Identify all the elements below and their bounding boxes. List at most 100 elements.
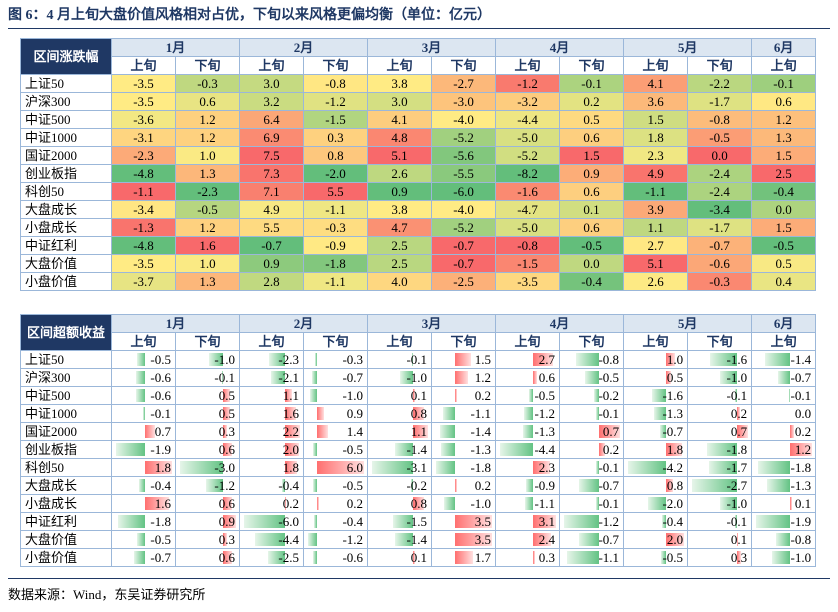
value-cell: -0.7 [303, 368, 369, 387]
value-cell: 0.5 [174, 386, 241, 405]
value: -0.7 [790, 370, 812, 385]
data-bar [654, 407, 666, 420]
data-bar [400, 371, 414, 384]
value-cell: 1.2 [174, 218, 241, 237]
table-header: 区间超额收益 [20, 314, 112, 351]
data-bar [394, 443, 414, 456]
value-cell: -4.8 [111, 164, 176, 183]
data-bar [208, 353, 224, 366]
value-cell: 1.8 [623, 128, 689, 147]
data-row: 上证50 -0.5 -1.0 -2.3 -0.3 -0.1 1.5 2.7 -0.8 1.0 -1.… [20, 350, 817, 369]
data-bar [523, 407, 533, 420]
value: -4.4 [278, 532, 300, 547]
data-row: 中证红利 -1.8 0.9 -6.0 -0.4 -1.5 3.5 3.1 -1.2 -0.4 -0.… [20, 512, 817, 531]
value-cell: 0.3 [495, 548, 561, 567]
row-label: 科创50 [20, 182, 112, 201]
value-cell: -0.1 [559, 404, 625, 423]
value-cell: -5.2 [495, 146, 561, 165]
data-bar [661, 551, 666, 564]
data-row: 国证2000 -2.3 1.0 7.5 0.8 5.1 -5.6 -5.2 1.5 2.3 0.0 1… [20, 146, 817, 165]
row-label: 上证50 [20, 74, 112, 93]
value-cell: 6.0 [303, 458, 369, 477]
value-cell: 1.6 [174, 236, 241, 255]
value-cell: -1.3 [111, 218, 176, 237]
value-cell: 0.7 [687, 422, 753, 441]
value-cell: -0.5 [623, 548, 689, 567]
value-cell: 0.0 [559, 254, 625, 273]
value-cell: 2.3 [495, 458, 561, 477]
value: -1.2 [342, 532, 364, 547]
value-cell: 7.1 [239, 182, 305, 201]
data-bar [315, 353, 318, 366]
period-header: 下旬 [559, 332, 625, 351]
value: 1.6 [154, 496, 171, 511]
value-cell: 0.6 [559, 218, 625, 237]
data-bar [267, 551, 285, 564]
value-cell: -1.4 [367, 530, 433, 549]
value-cell: 4.1 [623, 74, 689, 93]
value-cell: -1.2 [559, 512, 625, 531]
value-cell: 0.3 [687, 548, 753, 567]
data-bar [575, 353, 600, 366]
value-cell: 1.7 [431, 548, 497, 567]
value: -1.8 [470, 460, 492, 475]
data-bar [284, 407, 296, 420]
value: -1.0 [726, 496, 748, 511]
value-cell: -0.3 [687, 272, 753, 291]
value-cell: -1.3 [495, 422, 561, 441]
data-bar [223, 551, 232, 564]
value-cell: 1.1 [367, 422, 433, 441]
period-header: 下旬 [559, 56, 625, 75]
value-cell: -4.8 [111, 236, 176, 255]
month-header: 5月 [623, 38, 753, 57]
data-bar [777, 371, 791, 384]
value-cell: 0.2 [303, 494, 369, 513]
data-bar [455, 479, 458, 492]
value-cell: 2.6 [367, 164, 433, 183]
data-bar [455, 533, 493, 546]
value-cell: 2.2 [239, 422, 305, 441]
value-cell: 3.5 [431, 530, 497, 549]
value-cell: -0.1 [367, 350, 433, 369]
value: 0.1 [730, 532, 748, 547]
value-cell: -3.1 [111, 128, 176, 147]
value: 0.5 [666, 370, 684, 385]
value-cell: -1.5 [367, 512, 433, 531]
data-bar [628, 461, 666, 474]
title: 图 6：4 月上旬大盘价值风格相对占优，下旬以来风格更偏均衡（单位：亿元） [8, 8, 491, 23]
value-cell: 3.8 [367, 200, 433, 219]
value-cell: 0.6 [559, 182, 625, 201]
value-cell: -2.5 [431, 272, 497, 291]
value-cell: -2.4 [687, 182, 753, 201]
data-bar [524, 497, 533, 510]
value: 1.8 [282, 460, 300, 475]
value-cell: 1.8 [623, 440, 689, 459]
data-bar [593, 389, 600, 402]
table-header: 区间涨跌幅 [20, 38, 112, 75]
value-cell: -0.5 [111, 530, 176, 549]
value-cell: 4.9 [239, 200, 305, 219]
row-label: 小盘价值 [20, 548, 112, 567]
value-cell: 0.5 [751, 254, 817, 273]
data-bar [529, 389, 533, 402]
value: 6.0 [346, 460, 364, 475]
value-cell: 0.2 [239, 494, 305, 513]
value: -0.1 [598, 406, 620, 421]
value: 0.2 [474, 388, 492, 403]
value: -0.1 [598, 460, 620, 475]
value-cell: 0.6 [174, 494, 241, 513]
period-header: 上旬 [111, 332, 176, 351]
value: -1.6 [726, 352, 748, 367]
value: -1.3 [662, 406, 684, 421]
value-cell: -0.4 [559, 272, 625, 291]
value-cell: -0.7 [751, 368, 817, 387]
value-cell: 1.5 [559, 146, 625, 165]
period-header: 上旬 [623, 56, 689, 75]
data-bar [269, 353, 285, 366]
month-header: 4月 [495, 38, 625, 57]
value-cell: -0.7 [559, 530, 625, 549]
value-cell: -0.3 [303, 218, 369, 237]
data-row: 大盘价值 -0.5 0.3 -4.4 -1.2 -1.4 3.5 2.4 -0.7 2.0 0.1 -… [20, 530, 817, 549]
value-cell: -1.8 [687, 440, 753, 459]
